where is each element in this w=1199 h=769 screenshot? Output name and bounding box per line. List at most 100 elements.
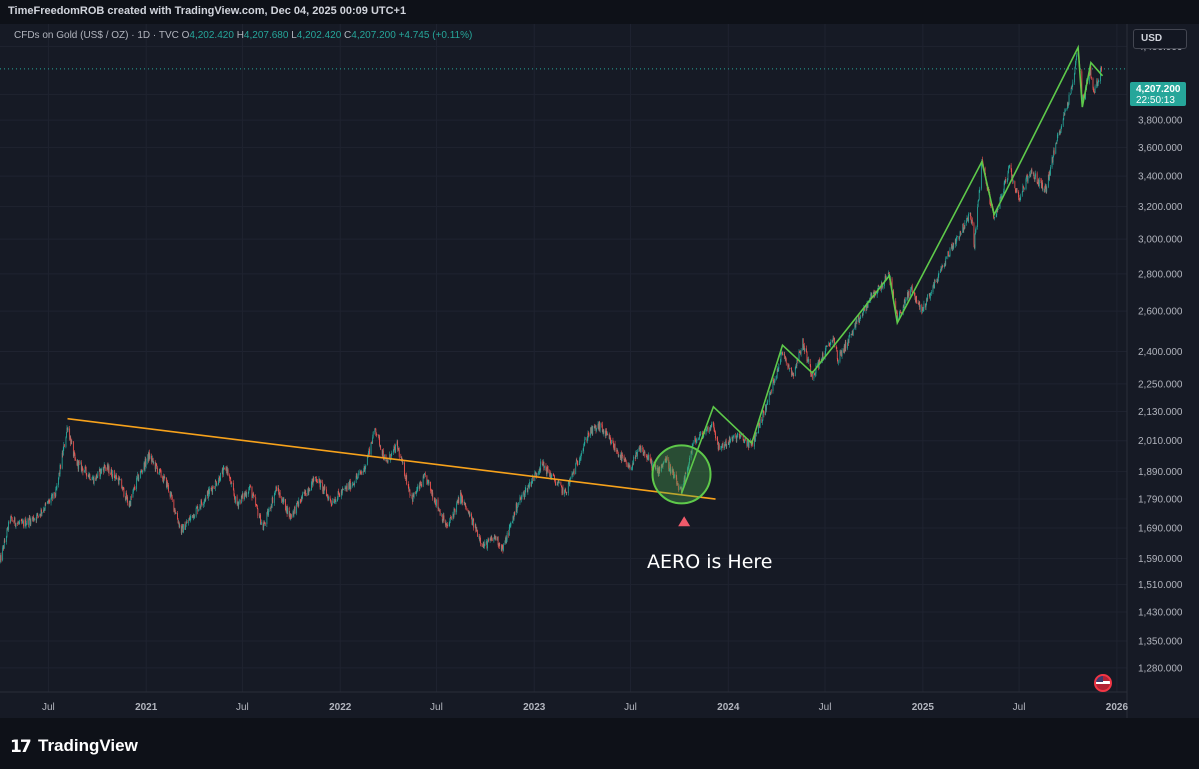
candle-body bbox=[1007, 173, 1009, 181]
candle-body bbox=[955, 239, 957, 244]
candle-body bbox=[480, 543, 482, 545]
candle-body bbox=[1005, 179, 1007, 183]
candle-body bbox=[54, 492, 56, 496]
candle-body bbox=[921, 308, 923, 313]
y-tick-label: 3,600.000 bbox=[1138, 143, 1183, 154]
candle-body bbox=[472, 519, 474, 520]
candle-body bbox=[156, 467, 158, 474]
candle-body bbox=[669, 464, 671, 474]
candle-body bbox=[695, 439, 697, 443]
candle-body bbox=[922, 308, 924, 311]
candle-body bbox=[1068, 103, 1069, 106]
candle-body bbox=[636, 452, 638, 457]
candle-body bbox=[494, 535, 496, 539]
candle-body bbox=[353, 483, 354, 485]
candle-body bbox=[357, 475, 359, 478]
candle-body bbox=[885, 276, 887, 281]
candle-body bbox=[393, 446, 395, 450]
candle-body bbox=[940, 267, 942, 271]
candle-body bbox=[219, 476, 220, 482]
candle-body bbox=[767, 402, 769, 404]
candle-body bbox=[356, 475, 358, 478]
candle-body bbox=[10, 516, 12, 518]
candle-body bbox=[860, 315, 862, 318]
candle-body bbox=[787, 363, 789, 367]
candle-body bbox=[463, 501, 465, 503]
candle-body bbox=[345, 487, 347, 489]
candle-body bbox=[740, 434, 742, 436]
candle-body bbox=[803, 345, 805, 349]
candle-body bbox=[275, 486, 277, 492]
chart-plot-area[interactable] bbox=[0, 24, 1127, 692]
candle-body bbox=[540, 461, 542, 471]
candle-body bbox=[984, 167, 986, 175]
candle-body bbox=[618, 454, 620, 457]
candle-body bbox=[546, 470, 547, 475]
candle-body bbox=[300, 501, 302, 503]
candle-body bbox=[29, 517, 31, 520]
candle-body bbox=[880, 285, 882, 290]
candle-body bbox=[233, 490, 235, 495]
candle-body bbox=[755, 432, 757, 434]
candle-body bbox=[413, 492, 415, 498]
candle-body bbox=[1038, 179, 1040, 187]
candle-body bbox=[439, 510, 441, 516]
candle-body bbox=[155, 463, 157, 470]
candle-body bbox=[776, 368, 778, 376]
candle-body bbox=[457, 497, 459, 502]
candle-body bbox=[263, 522, 265, 526]
candle-body bbox=[447, 524, 449, 527]
candle-body bbox=[919, 301, 921, 310]
candle-body bbox=[966, 220, 967, 223]
candle-body bbox=[785, 356, 787, 360]
candle-body bbox=[835, 346, 837, 348]
candle-body bbox=[1056, 141, 1058, 144]
candle-body bbox=[121, 479, 123, 489]
candle-body bbox=[690, 451, 692, 458]
candle-body bbox=[66, 432, 67, 438]
candle-body bbox=[777, 368, 779, 370]
candle-body bbox=[825, 347, 826, 354]
candle-body bbox=[274, 491, 276, 493]
candle-body bbox=[851, 330, 853, 335]
candle-body bbox=[212, 486, 214, 489]
candle-body bbox=[215, 481, 217, 486]
candle-body bbox=[918, 303, 920, 305]
candle-body bbox=[104, 466, 106, 469]
candle-body bbox=[370, 442, 372, 455]
candle-body bbox=[359, 471, 361, 474]
candle-body bbox=[52, 494, 54, 499]
price-chart[interactable]: 4,400.0004,000.0003,800.0003,600.0003,40… bbox=[0, 0, 1199, 718]
candle-body bbox=[189, 517, 191, 521]
candle-body bbox=[543, 461, 545, 469]
candle-body bbox=[993, 217, 995, 219]
candle-body bbox=[588, 432, 589, 435]
candle-body bbox=[1067, 102, 1069, 106]
candle-body bbox=[795, 365, 797, 367]
candle-body bbox=[1070, 88, 1072, 94]
candle-body bbox=[77, 460, 79, 466]
candle-body bbox=[781, 352, 783, 354]
candle-body bbox=[456, 500, 458, 504]
candle-body bbox=[807, 359, 809, 362]
candle-body bbox=[666, 457, 668, 463]
candle-body bbox=[664, 458, 666, 463]
candle-body bbox=[483, 543, 485, 548]
candle-body bbox=[685, 473, 687, 475]
candle-body bbox=[1008, 168, 1009, 174]
candle-body bbox=[1053, 150, 1055, 157]
candle-body bbox=[18, 522, 20, 524]
candle-body bbox=[1097, 81, 1099, 84]
candle-body bbox=[128, 502, 130, 507]
candle-body bbox=[60, 464, 62, 469]
candle-body bbox=[467, 510, 469, 514]
currency-button[interactable]: USD bbox=[1133, 29, 1187, 49]
candle-body bbox=[30, 518, 32, 525]
candle-body bbox=[512, 521, 513, 523]
candle-body bbox=[1034, 178, 1035, 180]
candle-body bbox=[799, 351, 800, 353]
candle-body bbox=[1041, 180, 1042, 188]
candle-body bbox=[590, 427, 592, 436]
us-flag-icon[interactable] bbox=[1094, 674, 1112, 692]
candle-body bbox=[943, 266, 945, 267]
